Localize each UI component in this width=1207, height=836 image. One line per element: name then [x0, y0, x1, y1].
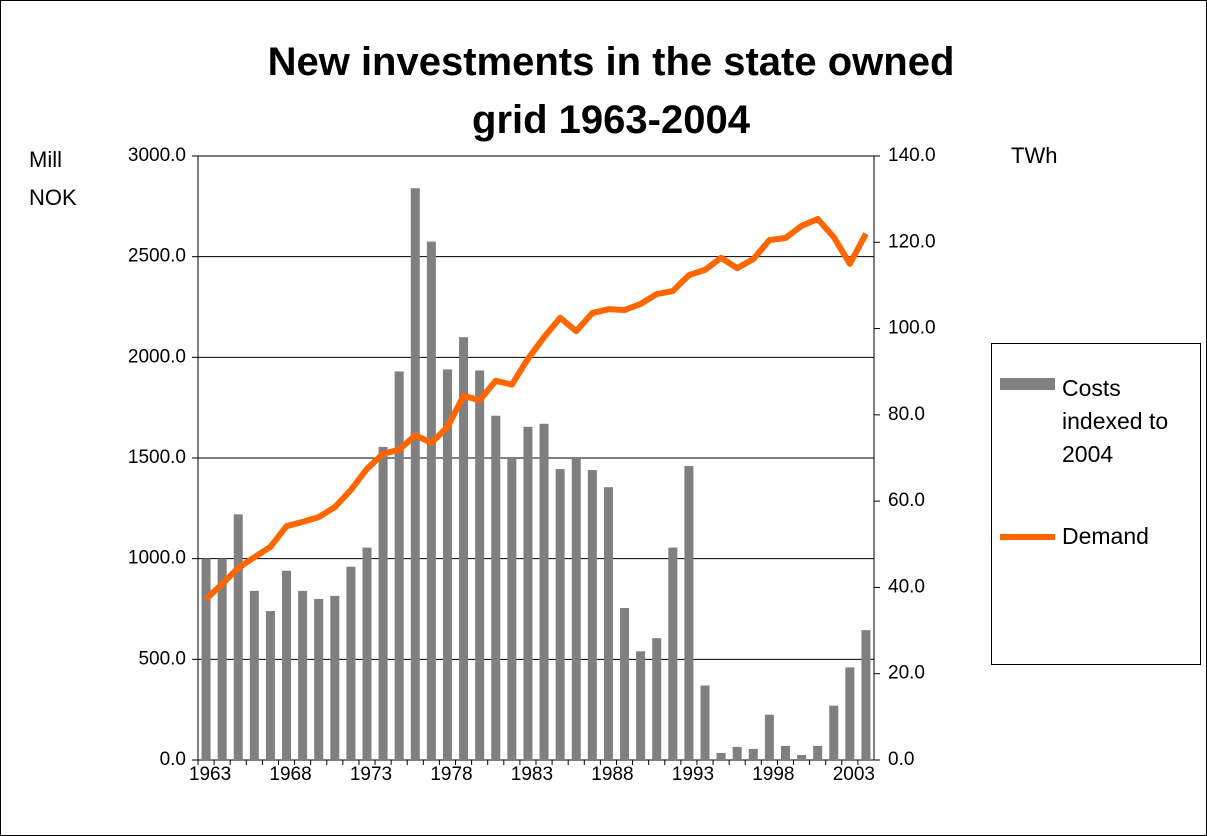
bar [410, 188, 420, 761]
bar [603, 487, 613, 760]
bar [829, 705, 839, 760]
x-tick-label: 1998 [752, 764, 794, 785]
bar [249, 590, 259, 760]
x-tick-label: 2003 [833, 764, 875, 785]
bar [346, 566, 356, 760]
y2-tick-label: 0.0 [888, 749, 914, 770]
y-tick-label: 1000.0 [128, 548, 186, 569]
bar [555, 469, 565, 760]
x-tick-label: 1963 [189, 764, 231, 785]
y2-tick-label: 140.0 [888, 145, 936, 166]
bar [201, 558, 211, 760]
bar [265, 611, 275, 760]
y-tick-label: 500.0 [138, 648, 186, 669]
y-tick-label: 2000.0 [128, 346, 186, 367]
bar [282, 570, 292, 760]
legend-label: Demand [1062, 523, 1149, 549]
bar [636, 651, 646, 760]
chart-title: New investments in the state owned grid … [267, 40, 955, 142]
bar [426, 241, 436, 761]
x-tick-label: 1973 [350, 764, 392, 785]
bar [475, 370, 485, 760]
x-tick-label: 1983 [511, 764, 553, 785]
bar [652, 638, 662, 760]
bar [764, 714, 774, 760]
y-axis-label: Mill NOK [29, 147, 77, 210]
bar [298, 590, 308, 760]
bar [700, 685, 710, 760]
x-tick-label: 1988 [591, 764, 633, 785]
x-tick-label: 1978 [430, 764, 472, 785]
legend: Costs indexed to 2004 Demand [991, 343, 1201, 665]
y2-tick-label: 80.0 [888, 404, 925, 425]
bar [845, 667, 855, 760]
bar [330, 595, 340, 760]
y-tick-label: 1500.0 [128, 447, 186, 468]
y2-tick-label: 60.0 [888, 490, 925, 511]
bar [523, 426, 533, 760]
x-tick-label: 1993 [672, 764, 714, 785]
y2-tick-label: 20.0 [888, 663, 925, 684]
bar [378, 446, 388, 760]
bar [233, 514, 243, 760]
y2-tick-label: 40.0 [888, 576, 925, 597]
bar [217, 558, 227, 760]
bar [780, 745, 790, 760]
y-tick-label: 2500.0 [128, 246, 186, 267]
legend-label: Costs indexed to 2004 [1062, 375, 1169, 467]
bar [732, 746, 742, 760]
y2-tick-label: 120.0 [888, 231, 936, 252]
legend-swatch [1000, 534, 1055, 540]
bar [813, 745, 823, 760]
bar [459, 337, 469, 760]
bar [314, 598, 324, 760]
bar [362, 547, 372, 760]
bar [684, 466, 694, 760]
bar [797, 754, 807, 760]
bar [539, 423, 549, 760]
bar [491, 415, 501, 760]
y-tick-label: 3000.0 [128, 145, 186, 166]
y2-tick-label: 100.0 [888, 318, 936, 339]
bar [861, 630, 871, 760]
bar [587, 470, 597, 760]
bar [442, 369, 452, 760]
legend-swatch [1000, 378, 1055, 390]
x-tick-label: 1968 [269, 764, 311, 785]
bar [668, 547, 678, 760]
bar [507, 458, 517, 760]
bar [571, 458, 581, 760]
bar [394, 371, 404, 760]
line [203, 215, 869, 602]
bar [748, 748, 758, 760]
y2-axis-label: TWh [1011, 143, 1058, 168]
bar [620, 607, 630, 760]
y-tick-label: 0.0 [160, 749, 186, 770]
bar [716, 752, 726, 760]
